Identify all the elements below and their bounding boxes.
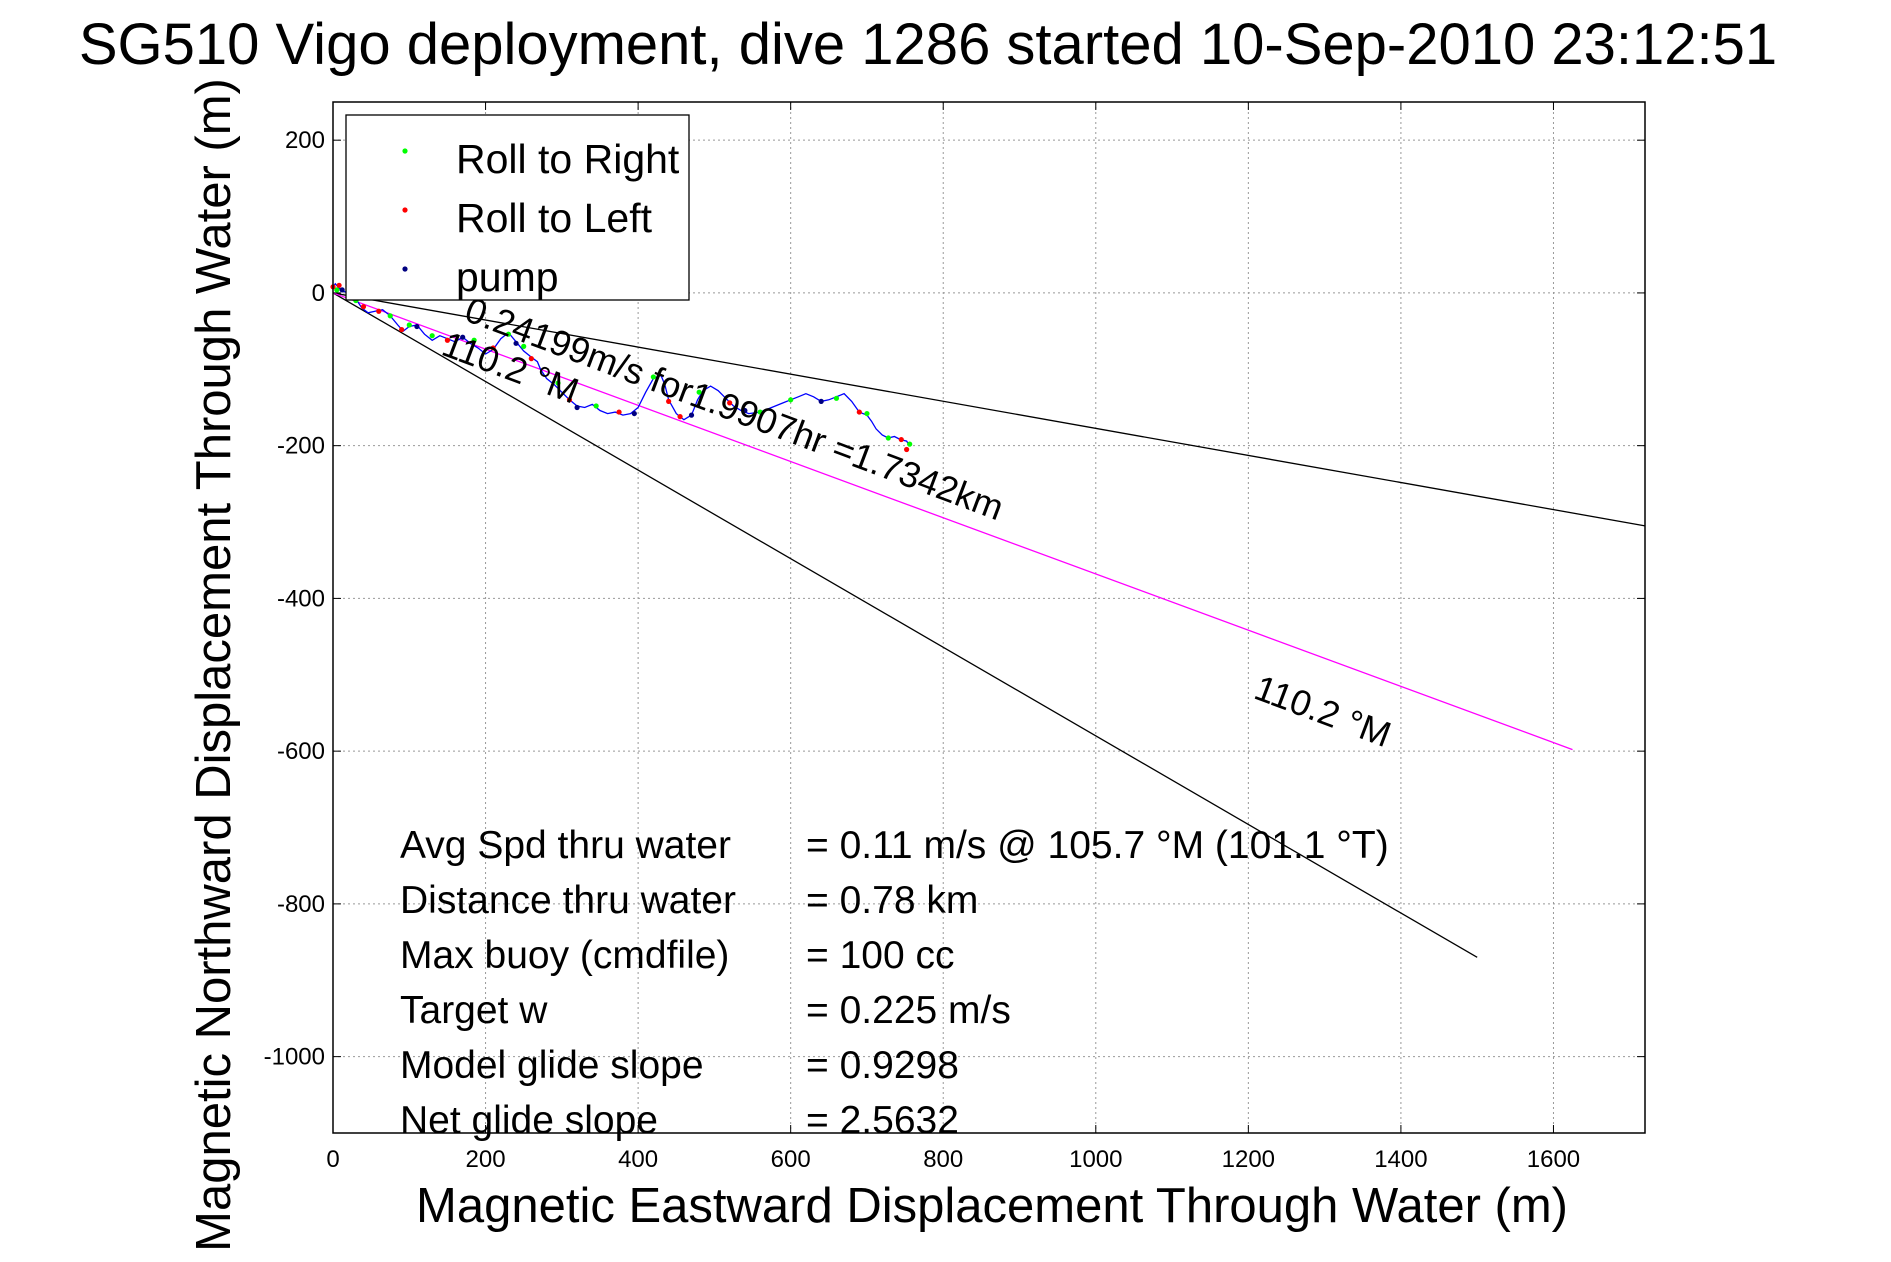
y-tick-label: -800: [277, 891, 325, 918]
x-tick-label: 1000: [1069, 1146, 1122, 1173]
roll-right-point: [833, 395, 840, 401]
y-tick-label: -600: [277, 738, 325, 765]
x-tick-label: 1600: [1527, 1146, 1580, 1173]
y-tick-label: 200: [285, 127, 325, 154]
stat-label: Target w: [400, 989, 548, 1032]
y-tick-label: -1000: [264, 1044, 325, 1071]
roll-right-point: [555, 380, 561, 386]
stat-label: Model glide slope: [400, 1044, 704, 1087]
axes-frame: [332, 101, 1646, 1134]
stat-label: Net glide slope: [400, 1099, 658, 1142]
roll-left-point: [856, 409, 862, 415]
x-tick-label: 800: [923, 1146, 963, 1173]
line-ref_lower: [332, 292, 1478, 958]
roll-left-point: [399, 326, 405, 333]
stat-label: Avg Spd thru water: [400, 824, 731, 867]
x-tick-label: 200: [466, 1146, 506, 1173]
roll-right-point: [429, 333, 435, 339]
roll-left-point: [566, 397, 573, 403]
stat-label: Distance thru water: [400, 879, 736, 922]
roll-left-point: [360, 304, 367, 310]
roll-right-point: [334, 287, 340, 293]
roll-right-point: [907, 441, 913, 447]
pump-point: [818, 398, 824, 404]
pump-point: [574, 404, 580, 411]
legend: Roll to Right Roll to Left pump: [345, 114, 690, 301]
roll-left-point: [528, 356, 534, 362]
chart-title: SG510 Vigo deployment, dive 1286 started…: [79, 12, 1777, 77]
roll-right-point: [650, 374, 656, 380]
y-tick-label: 0: [312, 280, 325, 307]
roll-right-point: [387, 313, 393, 319]
stat-value: = 0.78 km: [806, 879, 978, 922]
legend-entry: Roll to Left: [456, 195, 653, 241]
roll-left-point: [727, 400, 733, 406]
legend-entry: Roll to Right: [456, 136, 680, 182]
stat-value: = 2.5632: [806, 1099, 959, 1142]
y-tick-label: -400: [277, 585, 325, 612]
stat-label: Max buoy (cmdfile): [400, 934, 729, 977]
pump-point: [460, 334, 466, 340]
x-tick-label: 400: [618, 1146, 658, 1173]
stat-value: = 0.11 m/s @ 105.7 °M (101.1 °T): [806, 824, 1389, 867]
stat-value: = 0.9298: [806, 1044, 959, 1087]
roll-right-point: [757, 409, 763, 415]
y-tick-label: -200: [277, 433, 325, 460]
pump-point: [631, 410, 637, 417]
pump-point: [742, 407, 748, 414]
roll-left-point: [666, 398, 672, 404]
x-tick-label: 0: [326, 1146, 339, 1173]
line-current: [332, 292, 1573, 751]
roll-left-point: [490, 345, 496, 351]
stat-value: = 100 cc: [806, 934, 955, 977]
x-tick-label: 1200: [1222, 1146, 1275, 1173]
roll-right-point: [864, 410, 870, 417]
roll-right-point: [696, 389, 702, 395]
roll-right-point: [505, 331, 512, 337]
roll-right-point: [788, 397, 794, 403]
legend-marker: [402, 207, 408, 213]
roll-right-point: [471, 337, 477, 343]
roll-right-point: [885, 435, 891, 441]
stats-block: Avg Spd thru water = 0.11 m/s @ 105.7 °M …: [400, 824, 1389, 1142]
roll-left-point: [898, 436, 904, 443]
stat-value: = 0.225 m/s: [806, 989, 1011, 1032]
roll-right-point: [593, 403, 599, 409]
y-axis-label: Magnetic Northward Displacement Through …: [187, 78, 241, 1252]
pump-point: [688, 412, 695, 418]
x-tick-label: 600: [771, 1146, 811, 1173]
roll-right-point: [406, 322, 412, 328]
pump-point: [414, 323, 420, 330]
roll-left-point: [616, 409, 622, 415]
roll-left-point: [336, 282, 342, 288]
pump-point: [513, 340, 519, 346]
roll-right-point: [521, 343, 527, 349]
roll-left-point: [376, 308, 382, 314]
roll-left-point: [444, 337, 451, 343]
legend-box: [345, 114, 690, 301]
pump-point: [339, 287, 345, 293]
roll-left-point: [904, 446, 910, 453]
axis-ticks: 0 200 400 600 800 1000 1200 1400 1600 200 0 -200 -40…: [264, 102, 1645, 1173]
x-axis-label: Magnetic Eastward Displacement Through W…: [416, 1179, 1568, 1233]
legend-marker: [402, 266, 408, 272]
legend-entry: pump: [456, 254, 559, 300]
line-ref_upper: [332, 292, 1646, 527]
x-tick-label: 1400: [1374, 1146, 1427, 1173]
reference-lines: [332, 292, 1646, 958]
roll-left-point: [677, 414, 683, 420]
legend-marker: [402, 148, 408, 154]
